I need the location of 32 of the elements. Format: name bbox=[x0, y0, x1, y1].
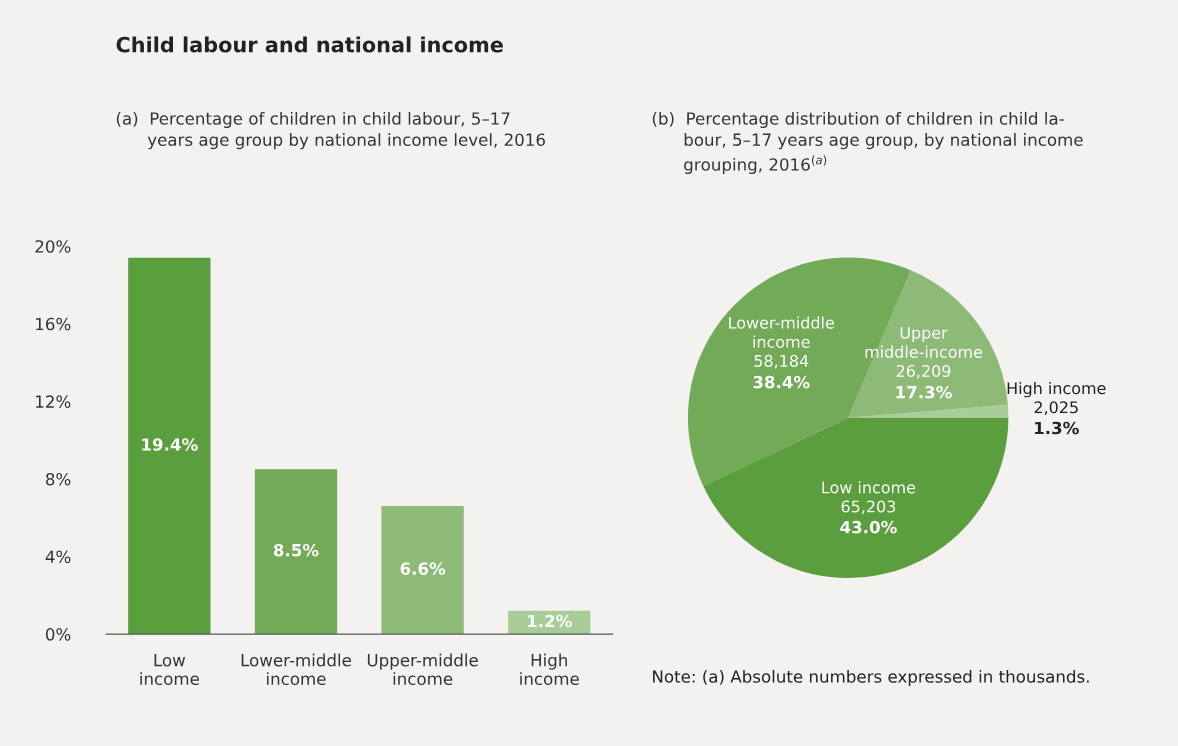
y-tick-label: 0% bbox=[45, 628, 71, 641]
x-tick-label: Upper-middle income bbox=[367, 653, 478, 686]
chart-subtitle: (a) Percentage of children in child labour, 5–17 years age group by national income level, 2016 bbox=[116, 111, 545, 150]
chart-title: (b) Percentage distribution of children in child la- bour, 5–17 years age group, by national income grouping, 2016$^{(a)}$ bbox=[652, 111, 1083, 175]
data-label: 2,025 1.3% bbox=[1034, 401, 1079, 435]
y-tick-label: 4% bbox=[45, 550, 71, 564]
bar bbox=[128, 257, 211, 635]
y-tick-label: 8% bbox=[45, 472, 71, 486]
data-label: 6.6% bbox=[400, 562, 446, 575]
slice-label: High income bbox=[1007, 381, 1106, 398]
data-label: 58,184 38.4% bbox=[753, 354, 810, 389]
data-label: 1.2% bbox=[528, 614, 572, 628]
pie-slice bbox=[703, 417, 1009, 578]
x-tick-label: Lower-middle income bbox=[241, 653, 351, 686]
y-tick-label: 20% bbox=[35, 240, 71, 253]
data-label: 19.4% bbox=[142, 438, 198, 451]
x-tick-label: High income bbox=[520, 653, 579, 686]
slice-label: Upper middle-income bbox=[865, 326, 983, 358]
text: Note: (a) Absolute numbers expressed in thousands. bbox=[653, 669, 1089, 687]
data-label: 26,209 17.3% bbox=[896, 364, 952, 399]
pie-slice bbox=[848, 404, 1009, 418]
chart-title: Child labour and national income bbox=[116, 36, 503, 53]
data-label: 8.5% bbox=[273, 543, 319, 557]
slice-label: Lower-middle income bbox=[729, 316, 834, 348]
bar bbox=[254, 469, 338, 635]
x-tick-label: Low income bbox=[140, 654, 199, 686]
pie-slice bbox=[848, 270, 1008, 418]
y-tick-label: 16% bbox=[36, 317, 71, 331]
bar bbox=[381, 506, 464, 635]
data-label: 65,203 43.0% bbox=[840, 500, 897, 534]
slice-label: Low income bbox=[822, 481, 916, 494]
y-tick-label: 12% bbox=[36, 395, 71, 408]
